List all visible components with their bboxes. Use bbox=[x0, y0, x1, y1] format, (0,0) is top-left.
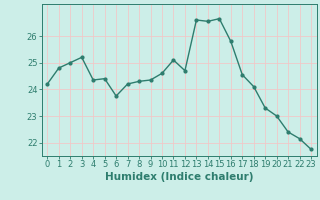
X-axis label: Humidex (Indice chaleur): Humidex (Indice chaleur) bbox=[105, 172, 253, 182]
